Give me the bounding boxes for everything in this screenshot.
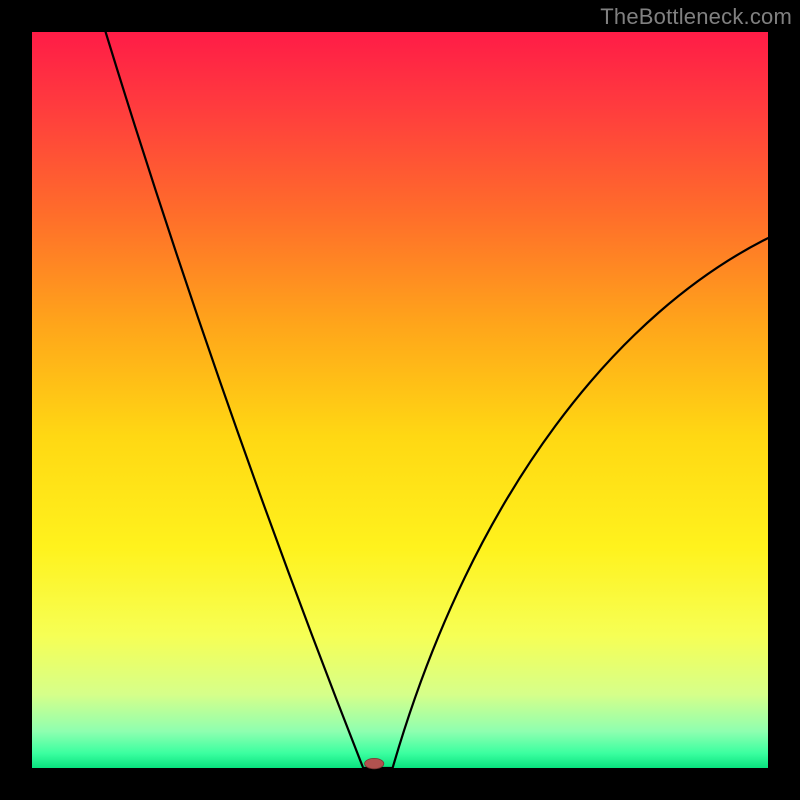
valley-marker <box>365 758 384 768</box>
chart-container: TheBottleneck.com <box>0 0 800 800</box>
bottleneck-chart <box>0 0 800 800</box>
plot-background <box>32 32 768 768</box>
